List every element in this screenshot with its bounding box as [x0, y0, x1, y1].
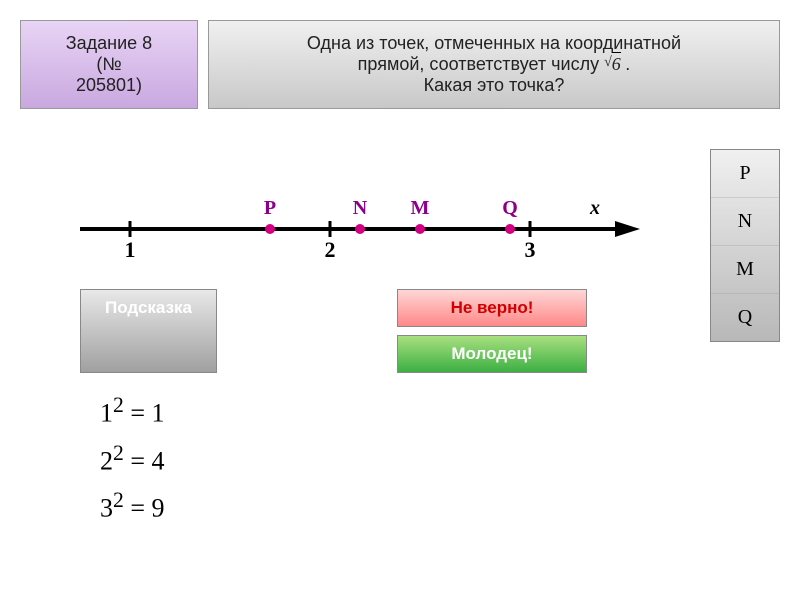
task-number: 205801)	[39, 75, 179, 96]
hint-equation: 32 = 9	[100, 488, 680, 524]
svg-text:P: P	[264, 197, 276, 219]
question-line3: Какая это точка?	[229, 75, 759, 96]
point-n	[355, 224, 365, 234]
task-badge: Задание 8 (№ 205801)	[20, 20, 198, 109]
answer-options: PNMQ	[710, 149, 780, 342]
svg-text:1: 1	[125, 237, 136, 259]
sqrt-expression: √6	[604, 54, 625, 74]
question-line1: Одна из точек, отмеченных на координатно…	[229, 33, 759, 54]
task-title: Задание 8	[39, 33, 179, 54]
svg-text:Q: Q	[502, 197, 518, 219]
answer-option-n[interactable]: N	[711, 198, 779, 246]
correct-feedback: Молодец!	[397, 335, 587, 373]
number-line: 1 2 3 P N M Qx	[60, 179, 660, 259]
question-text: Одна из точек, отмеченных на координатно…	[208, 20, 780, 109]
point-q	[505, 224, 515, 234]
question-line2: прямой, соответствует числу √6 .	[229, 54, 759, 75]
hint-equation: 22 = 4	[100, 441, 680, 477]
answer-option-q[interactable]: Q	[711, 294, 779, 341]
svg-text:2: 2	[325, 237, 336, 259]
svg-text:3: 3	[525, 237, 536, 259]
hint-button[interactable]: Подсказка	[80, 289, 217, 373]
svg-text:x: x	[589, 197, 600, 219]
wrong-feedback: Не верно!	[397, 289, 587, 327]
hint-equations: 12 = 1 22 = 4 32 = 9	[100, 393, 680, 524]
answer-option-m[interactable]: M	[711, 246, 779, 294]
hint-equation: 12 = 1	[100, 393, 680, 429]
point-p	[265, 224, 275, 234]
answer-option-p[interactable]: P	[711, 150, 779, 198]
svg-text:N: N	[353, 197, 368, 219]
svg-text:M: M	[411, 197, 430, 219]
task-num-prefix: (№	[39, 54, 179, 75]
point-m	[415, 224, 425, 234]
